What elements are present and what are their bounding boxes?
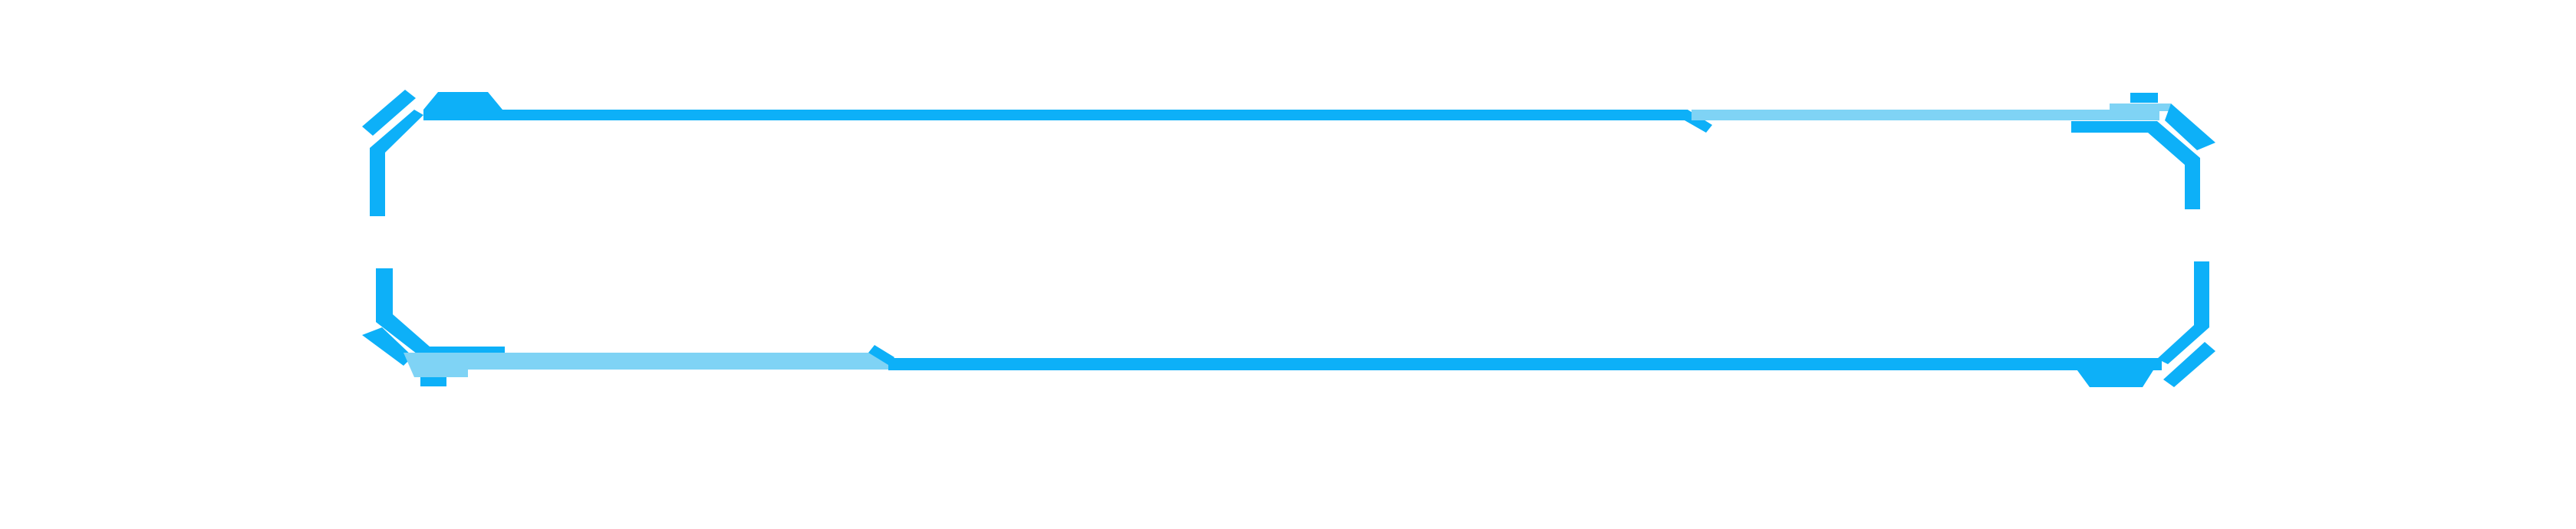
edge-top [423, 104, 2171, 133]
bottom-right-diagonal [2163, 342, 2215, 387]
bottom-diagonal-notch [868, 345, 894, 365]
top-right-diagonal [2165, 104, 2215, 150]
bottom-left-bracket [376, 268, 505, 356]
top-left-diagonal-short [362, 90, 416, 136]
bottom-main-line [888, 358, 2162, 370]
top-left-bracket [370, 110, 423, 216]
top-light-line [1692, 110, 2159, 120]
top-light-line-end [2110, 104, 2171, 111]
top-right-bracket [2071, 121, 2200, 209]
bottom-right-tab [2073, 364, 2157, 387]
bottom-right-bracket [2157, 261, 2209, 364]
top-main-line [423, 110, 1712, 133]
corner-bottom-left [362, 268, 505, 386]
edge-bottom [404, 345, 2162, 387]
corner-top-left [362, 90, 502, 216]
top-right-small-tab [2130, 93, 2158, 103]
bottom-light-line [404, 353, 891, 377]
bottom-left-small-tab [420, 377, 446, 386]
top-left-tab [423, 92, 502, 110]
corner-top-right [2071, 93, 2215, 209]
bottom-left-diagonal [362, 327, 413, 366]
corner-bottom-right [2157, 261, 2215, 387]
